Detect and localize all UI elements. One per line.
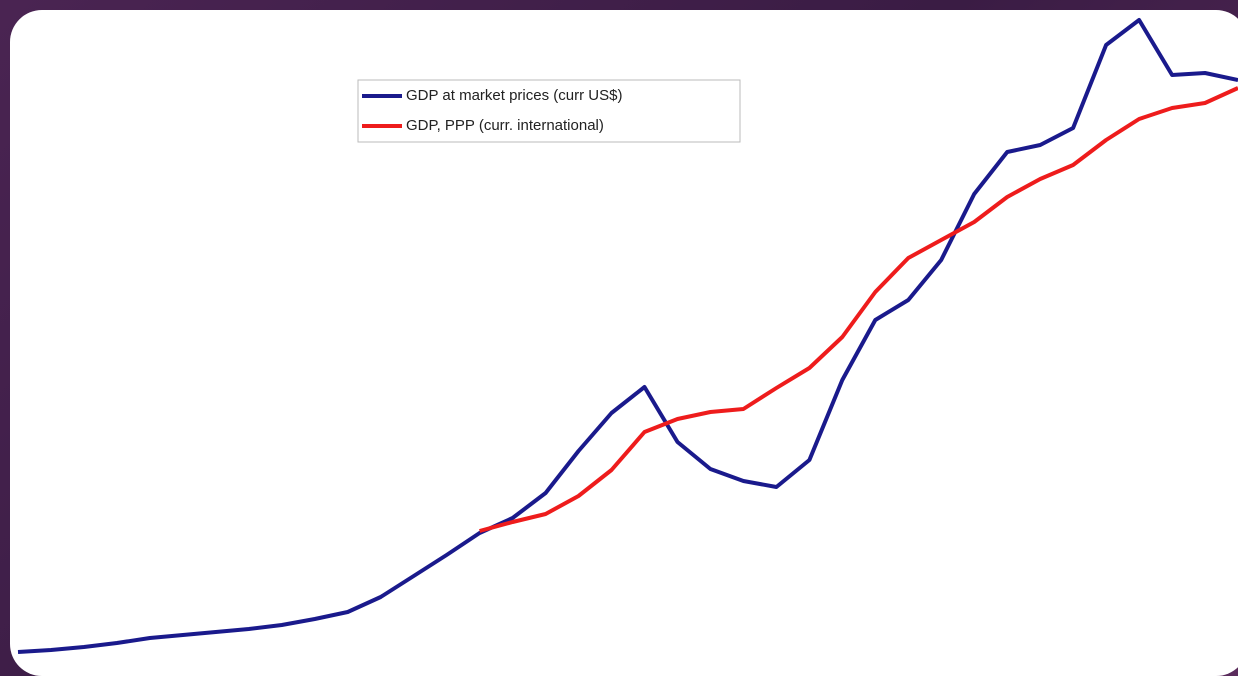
legend-label: GDP, PPP (curr. international) [406,117,604,134]
series-line [479,86,1238,533]
legend-label: GDP at market prices (curr US$) [406,87,622,104]
legend-box [357,79,741,143]
series-line [17,18,1238,654]
